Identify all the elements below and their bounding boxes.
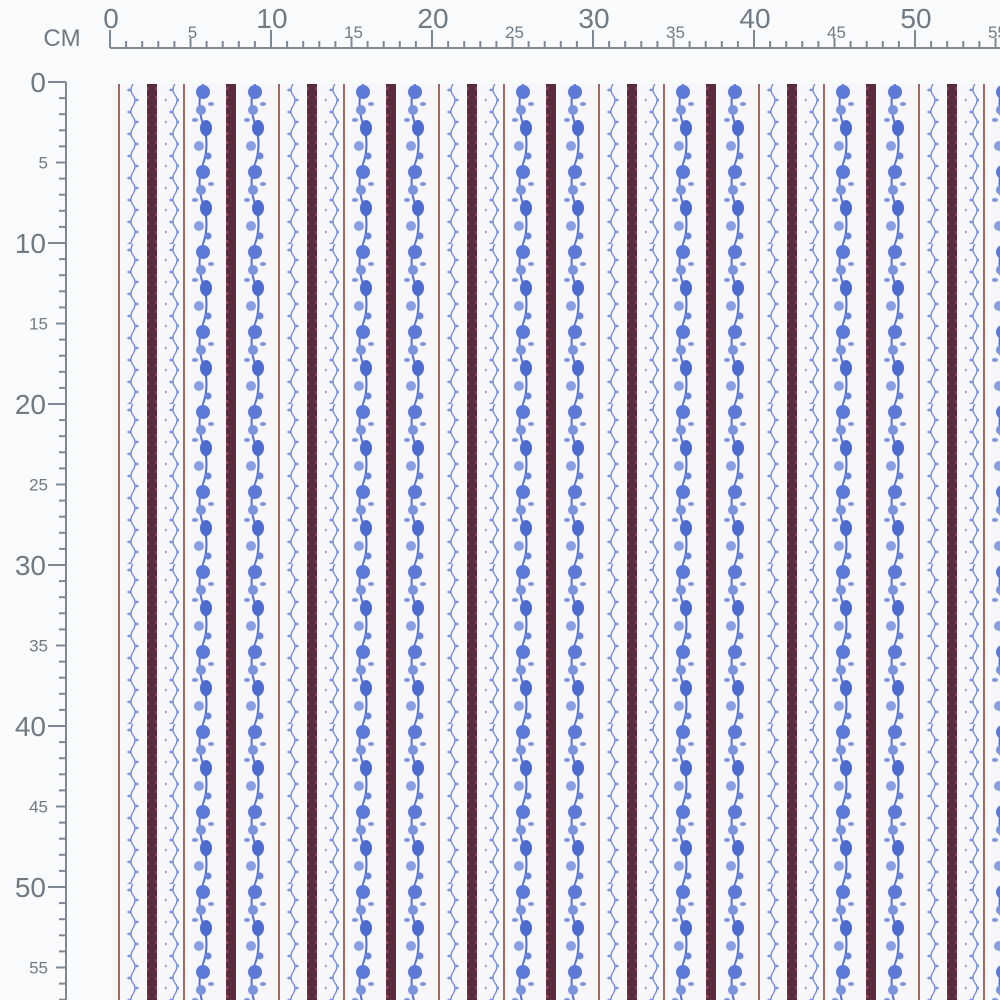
x-tick-label: 40 [739,3,770,34]
ruler-ticks: 0 5 10 15 20 25 30 35 40 45 50 55 0 5 10 15 20 25 30 35 40 45… [15,3,1000,1000]
x-tick-label: 15 [344,23,363,42]
x-tick-label: 0 [103,3,119,34]
x-tick-label: 30 [578,3,609,34]
y-tick-label: 45 [29,798,48,817]
y-tick-label: 50 [15,872,46,903]
x-tick-label: 10 [256,3,287,34]
y-tick-label: 30 [15,550,46,581]
x-tick-label: 25 [505,23,524,42]
y-tick-label: 10 [15,228,46,259]
fabric-swatch [112,84,1000,1000]
unit-label: CM [43,25,80,52]
x-tick-label: 5 [188,23,197,42]
y-tick-label: 0 [30,67,46,98]
y-tick-label: 15 [29,315,48,334]
y-tick-label: 55 [29,959,48,978]
y-tick-label: 35 [29,637,48,656]
x-tick-label: 20 [417,3,448,34]
y-tick-label: 20 [15,389,46,420]
y-tick-label: 40 [15,711,46,742]
x-tick-label: 50 [900,3,931,34]
x-tick-label: 45 [827,23,846,42]
x-tick-label: 35 [666,23,685,42]
y-tick-label: 25 [29,476,48,495]
x-tick-label: 55 [988,23,1000,42]
y-tick-label: 5 [39,154,48,173]
